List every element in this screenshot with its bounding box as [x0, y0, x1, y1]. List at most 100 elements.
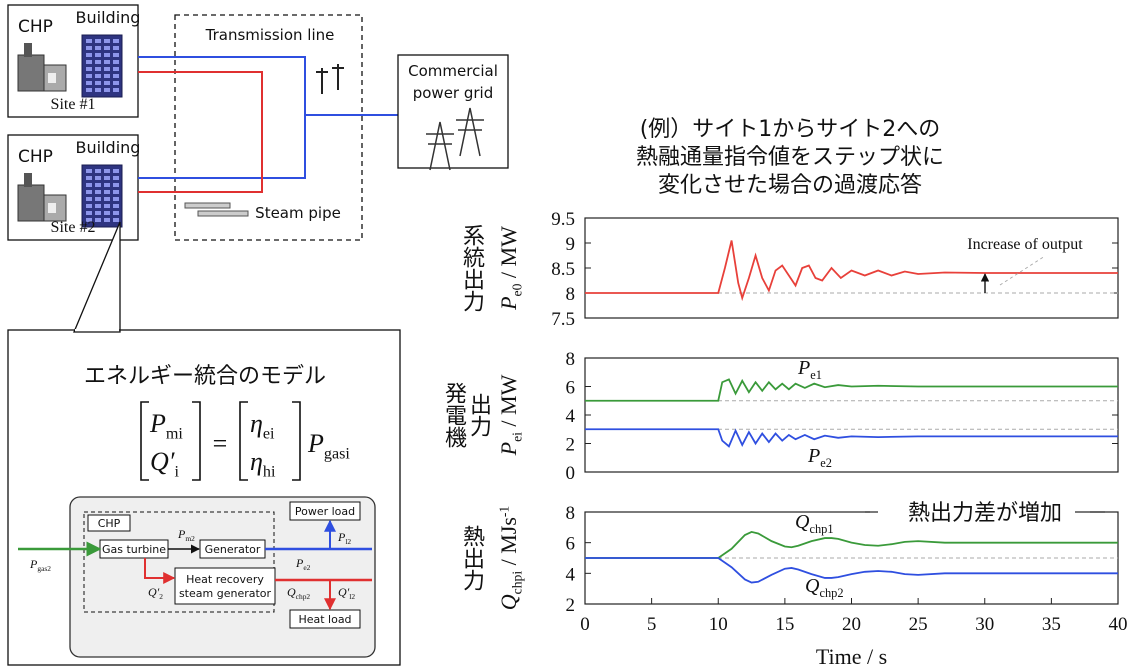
building-window — [104, 53, 110, 57]
building-window — [86, 81, 92, 85]
x-tick-label: 40 — [1109, 614, 1128, 635]
symbol-base: P — [149, 409, 166, 438]
grid-label: power grid — [413, 84, 494, 102]
symbol-subscript: ei — [510, 432, 525, 442]
chp-icon — [48, 203, 56, 213]
building-window — [104, 81, 110, 85]
equation-term: ηhi — [250, 447, 276, 481]
building-window — [95, 53, 101, 57]
building-window — [95, 60, 101, 64]
plot-frame — [585, 218, 1118, 318]
symbol-subscript: ei — [263, 426, 275, 443]
equation-term: Pmi — [149, 409, 183, 443]
matrix-bracket — [240, 402, 248, 480]
series-line — [585, 532, 1118, 558]
building-window — [113, 197, 119, 201]
x-tick-label: 25 — [909, 614, 928, 635]
y-tick-label: 2 — [566, 595, 576, 616]
building-window — [95, 197, 101, 201]
symbol-subscript: l2 — [349, 592, 355, 601]
annotation: Increase of output — [967, 236, 1083, 253]
equation-term: Q′i — [150, 447, 179, 481]
y-tick-label: 8 — [566, 349, 576, 370]
building-window — [95, 39, 101, 43]
building-window — [113, 204, 119, 208]
y-tick-label: 9 — [566, 234, 576, 255]
annotation-leader — [1000, 256, 1045, 285]
building-window — [95, 218, 101, 222]
building-window — [113, 211, 119, 215]
symbol-base: Q — [805, 575, 820, 597]
x-axis-label: Time / s — [816, 644, 887, 669]
plot-frame — [585, 358, 1118, 472]
y-tick-label: 4 — [566, 406, 576, 427]
hrsg-label: steam generator — [179, 587, 272, 600]
symbol-subscript: i — [174, 464, 179, 481]
building-window — [86, 183, 92, 187]
symbol-subscript: 2 — [159, 592, 163, 601]
building-window — [86, 190, 92, 194]
symbol-base: Q — [795, 511, 810, 533]
building-window — [86, 176, 92, 180]
site-building: Building — [76, 138, 141, 157]
series-label: Qchp2 — [805, 575, 844, 600]
page-body: CHPBuildingSite #1CHPBuildingSite #2Tran… — [0, 0, 1140, 671]
y-axis-label: 系統出力 — [459, 224, 485, 312]
building-window — [113, 46, 119, 50]
building-window — [86, 39, 92, 43]
y-axis-label: 出力 — [466, 393, 491, 437]
building-window — [104, 39, 110, 43]
x-tick-label: 0 — [580, 614, 590, 635]
building-window — [113, 74, 119, 78]
symbol-subscript: chp2 — [296, 592, 311, 601]
building-window — [95, 74, 101, 78]
symbol-unit: / MJs — [496, 517, 521, 571]
x-tick-label: 35 — [1042, 614, 1061, 635]
symbol-subscript: chpi — [510, 571, 525, 595]
figure: CHPBuildingSite #1CHPBuildingSite #2Tran… — [0, 0, 1140, 671]
series-line — [585, 379, 1118, 400]
caption-line: (例）サイト1からサイト2への — [640, 117, 941, 142]
building-window — [104, 88, 110, 92]
building-window — [86, 67, 92, 71]
generator-block-label: Generator — [205, 543, 261, 556]
symbol-base: Q′ — [338, 585, 350, 599]
building-window — [86, 169, 92, 173]
symbol-subscript: gas2 — [37, 564, 51, 573]
equation-equals: = — [213, 429, 228, 458]
building-window — [113, 53, 119, 57]
chp-icon — [18, 55, 44, 91]
building-window — [113, 169, 119, 173]
building-window — [95, 183, 101, 187]
y-tick-label: 6 — [566, 534, 576, 555]
building-window — [86, 46, 92, 50]
symbol-base: η — [250, 447, 263, 476]
chp-icon — [18, 185, 44, 221]
series-line — [585, 429, 1118, 446]
building-window — [113, 176, 119, 180]
annotation: 熱出力差が増加 — [908, 501, 1062, 526]
building-window — [95, 169, 101, 173]
symbol-subscript: chp2 — [819, 586, 843, 600]
y-axis-symbol: Pei / MW — [496, 374, 525, 456]
transmission-line — [138, 57, 305, 178]
caption-line: 熱融通量指令値をステップ状に — [636, 145, 944, 170]
building-window — [95, 190, 101, 194]
symbol-base: P — [307, 429, 324, 458]
steam-pipe-label: Steam pipe — [255, 204, 341, 222]
y-tick-label: 8.5 — [551, 259, 575, 280]
symbol-base: Q — [496, 594, 521, 610]
symbol-subscript: e2 — [303, 563, 310, 572]
model-title: エネルギー統合のモデル — [84, 364, 326, 389]
heat-load-block-label: Heat load — [298, 613, 351, 626]
symbol-base: P — [797, 357, 810, 379]
symbol-subscript: mi — [166, 426, 184, 443]
x-tick-label: 20 — [842, 614, 861, 635]
steam-pipe — [138, 72, 262, 192]
building-window — [113, 218, 119, 222]
building-window — [104, 60, 110, 64]
chp-icon — [24, 173, 32, 187]
x-tick-label: 30 — [975, 614, 994, 635]
tower-icon — [430, 122, 450, 170]
site-building: Building — [76, 8, 141, 27]
